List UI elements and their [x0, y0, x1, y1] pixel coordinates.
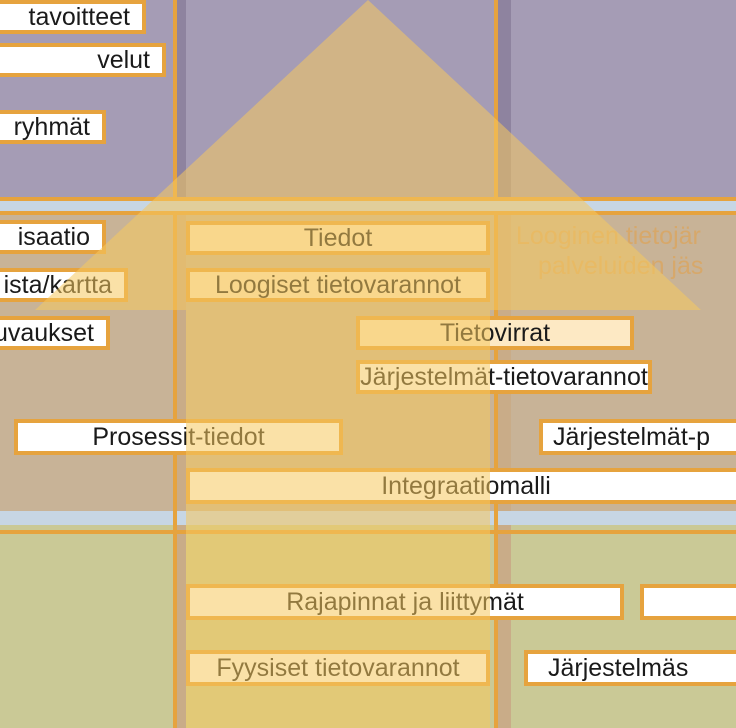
- fyysiset-label: Fyysiset tietovarannot: [216, 654, 459, 683]
- jarjestelmat-tietovarannot-box: Järjestelmät-tietovarannot: [356, 360, 652, 394]
- jarjestelmat-p-box: Järjestelmät-p: [539, 419, 736, 455]
- jarjestelmat-p-label: Järjestelmät-p: [553, 423, 710, 452]
- kuvaukset-box: kuvaukset: [0, 316, 110, 350]
- ista-kartta-box: ista/kartta: [0, 268, 128, 302]
- prosessit-tiedot-box: Prosessit-tiedot: [14, 419, 343, 455]
- tavoitteet-box: tavoitteet: [0, 0, 146, 34]
- grid-border: [494, 0, 498, 197]
- vertical-divider: [186, 0, 196, 197]
- vertical-divider: [498, 0, 511, 197]
- grid-border: [0, 530, 736, 534]
- tietovirrat-label: Tietovirrat: [440, 319, 550, 348]
- grid-border: [0, 211, 736, 215]
- grid-border: [0, 197, 736, 201]
- grid-border: [173, 0, 177, 197]
- velut-box: velut: [0, 43, 166, 77]
- velut-label: velut: [97, 46, 150, 75]
- fyysiset-box: Fyysiset tietovarannot: [186, 650, 490, 686]
- ryhmat-label: ryhmät: [14, 113, 90, 142]
- tavoitteet-label: tavoitteet: [29, 3, 130, 32]
- loogiset-tietovarannot-box: Loogiset tietovarannot: [186, 268, 490, 302]
- ryhmat-box: ryhmät: [0, 110, 106, 144]
- rajapinnat-label: Rajapinnat ja liittymät: [286, 588, 524, 617]
- rajapinnat-box: Rajapinnat ja liittymät: [186, 584, 624, 620]
- jarjestelmat-tietovarannot-label: Järjestelmät-tietovarannot: [360, 363, 648, 392]
- integraatiomalli-box: Integraatiomalli: [186, 468, 736, 504]
- tiedot-label: Tiedot: [304, 224, 373, 253]
- loogiset-tietovarannot-label: Loogiset tietovarannot: [215, 271, 461, 300]
- raja-right-box: [640, 584, 736, 620]
- bg-region: [0, 525, 736, 728]
- grid-border: [173, 211, 177, 531]
- isaatio-label: isaatio: [18, 223, 90, 252]
- kuvaukset-label: kuvaukset: [0, 319, 94, 348]
- jarjestelmas-box: Järjestelmäs: [524, 650, 736, 686]
- palveluiden-jas-label: palveluiden jäs: [538, 252, 703, 281]
- ista-kartta-label: ista/kartta: [4, 271, 112, 300]
- tiedot-box: Tiedot: [186, 221, 490, 255]
- diagram-canvas: tavoitteet velut ryhmät isaatio ista/kartta k…: [0, 0, 736, 728]
- vertical-divider: [511, 0, 521, 197]
- prosessit-tiedot-label: Prosessit-tiedot: [92, 423, 264, 452]
- vertical-divider: [498, 525, 511, 728]
- bg-region: [0, 511, 736, 525]
- grid-border: [494, 530, 498, 728]
- tietovirrat-box: Tietovirrat: [356, 316, 634, 350]
- isaatio-box: isaatio: [0, 220, 106, 254]
- integraatiomalli-label: Integraatiomalli: [381, 472, 551, 501]
- grid-border: [173, 530, 177, 728]
- looginen-tietojar-label: Looginen tietojär: [516, 222, 701, 251]
- jarjestelmas-label: Järjestelmäs: [548, 654, 688, 683]
